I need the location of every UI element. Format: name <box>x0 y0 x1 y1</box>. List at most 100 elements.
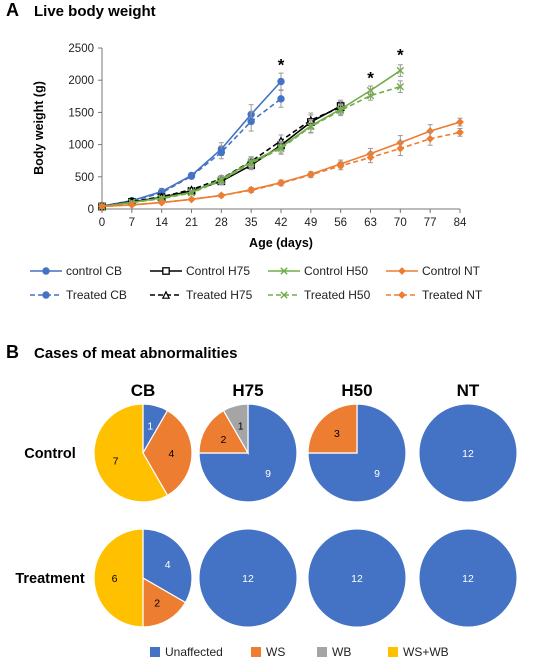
slice-label: 12 <box>351 573 363 585</box>
y-tick-label: 0 <box>88 204 94 216</box>
data-point <box>366 153 375 162</box>
data-point <box>456 118 464 126</box>
line-chart-annotations: * * * <box>278 45 404 87</box>
data-point <box>42 267 50 275</box>
y-tick-label: 500 <box>75 172 94 184</box>
panel-b-title: Cases of meat abnormalities <box>34 345 237 362</box>
x-tick-label: 7 <box>129 217 135 229</box>
pie-control-h50: 93 <box>307 403 407 503</box>
data-point-stroke <box>247 159 255 167</box>
data-point <box>280 267 288 275</box>
data-point <box>366 91 375 100</box>
column-header: NT <box>457 381 480 400</box>
significance-marker: * <box>278 56 285 75</box>
pie-legend-swatch <box>150 647 160 657</box>
slice-label: 1 <box>238 421 244 433</box>
legend-item: Control H75 <box>150 264 250 278</box>
column-header: CB <box>131 381 156 400</box>
data-point <box>247 117 255 126</box>
legend-label: Control H75 <box>186 264 250 278</box>
pie-slice <box>418 528 518 628</box>
data-point-stroke <box>280 267 288 275</box>
x-tick-label: 56 <box>334 217 347 229</box>
slice-label: 3 <box>334 428 340 440</box>
pie-slice <box>93 403 169 503</box>
data-point <box>98 202 106 211</box>
data-point <box>247 159 255 167</box>
pie-control-h75: 9 21 <box>198 403 298 503</box>
legend-label: Control NT <box>422 264 481 278</box>
slice-label: 6 <box>112 573 118 585</box>
row-header: Treatment <box>15 571 84 587</box>
line-chart-legend: control CB Control H75 Control H50 Control … <box>30 264 483 302</box>
x-tick-label: 77 <box>424 217 437 229</box>
slice-label: 2 <box>220 434 226 446</box>
x-tick-label: 42 <box>275 217 288 229</box>
legend-label: control CB <box>66 264 122 278</box>
x-tick-label: 21 <box>185 217 198 229</box>
slice-label: 12 <box>242 573 254 585</box>
data-point-stroke <box>307 122 315 131</box>
slice-label: 2 <box>154 598 160 610</box>
data-point <box>396 82 405 91</box>
pie-legend-label: Unaffected <box>165 645 223 659</box>
data-point-stroke <box>396 82 405 91</box>
data-point <box>277 144 285 153</box>
pie-slice <box>222 403 249 456</box>
data-point <box>398 267 406 275</box>
legend-label: Treated H75 <box>186 288 253 302</box>
data-point <box>306 170 315 179</box>
x-tick-label: 49 <box>304 217 317 229</box>
pie-slice <box>307 528 407 628</box>
pie-legend-label: WS+WB <box>403 645 449 659</box>
data-point <box>127 200 136 209</box>
pie-legend-item: Unaffected <box>150 645 223 659</box>
pie-slice <box>198 528 298 628</box>
pie-slice <box>142 576 187 628</box>
slice-label: 9 <box>374 468 380 480</box>
data-point <box>161 290 171 299</box>
data-point <box>277 77 285 86</box>
panel-a-letter: A <box>6 0 19 20</box>
column-header: H75 <box>232 381 263 400</box>
pie-legend-label: WB <box>332 645 351 659</box>
pie-slice <box>142 409 193 497</box>
slice-label: 1 <box>147 421 153 433</box>
series-line <box>101 85 401 208</box>
data-point <box>398 291 406 299</box>
pie-control-cb: 1 4 7 <box>93 403 193 503</box>
legend-item: Treated H50 <box>268 288 371 302</box>
slice-label: 12 <box>462 448 474 460</box>
panel-b-letter: B <box>6 342 19 362</box>
x-tick-label: 84 <box>454 217 467 229</box>
data-point <box>396 144 405 153</box>
data-point <box>187 189 196 197</box>
significance-marker: * <box>397 45 404 64</box>
pie-control-nt: 12 <box>418 403 518 503</box>
data-point <box>336 106 345 115</box>
pie-legend-swatch <box>251 647 261 657</box>
data-point <box>336 161 345 170</box>
x-tick-label: 70 <box>394 217 407 229</box>
data-point <box>280 291 288 299</box>
y-tick-label: 1000 <box>68 140 94 152</box>
slice-label: 4 <box>168 448 174 460</box>
series-treated-nt <box>98 128 464 211</box>
data-point <box>217 191 226 200</box>
data-point-stroke <box>366 91 375 100</box>
legend-item: Treated CB <box>30 288 127 302</box>
legend-label: Treated H50 <box>304 288 371 302</box>
pie-legend-item: WS <box>251 645 285 659</box>
data-point-stroke <box>396 66 405 75</box>
pie-slice <box>142 528 193 604</box>
pie-legend-label: WS <box>266 645 285 659</box>
significance-marker: * <box>367 69 374 88</box>
pie-legend: Unaffected WS WB WS+WB <box>150 645 449 659</box>
data-point <box>277 179 285 188</box>
pie-slice <box>307 403 358 454</box>
data-point <box>456 128 464 137</box>
slice-label: 4 <box>165 559 171 571</box>
slice-label: 12 <box>462 573 474 585</box>
